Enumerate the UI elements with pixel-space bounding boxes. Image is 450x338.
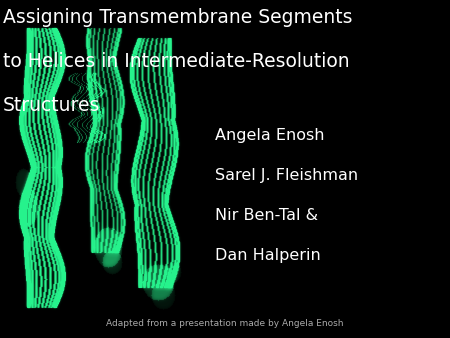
Text: Dan Halperin: Dan Halperin xyxy=(215,248,321,263)
Text: Adapted from a presentation made by Angela Enosh: Adapted from a presentation made by Ange… xyxy=(106,319,344,328)
Text: Nir Ben-Tal &: Nir Ben-Tal & xyxy=(215,208,318,223)
Text: Angela Enosh: Angela Enosh xyxy=(215,128,324,143)
Text: Sarel J. Fleishman: Sarel J. Fleishman xyxy=(215,168,358,183)
Text: to Helices in Intermediate-Resolution: to Helices in Intermediate-Resolution xyxy=(3,52,350,71)
Text: Assigning Transmembrane Segments: Assigning Transmembrane Segments xyxy=(3,8,352,27)
Text: Structures: Structures xyxy=(3,96,100,115)
